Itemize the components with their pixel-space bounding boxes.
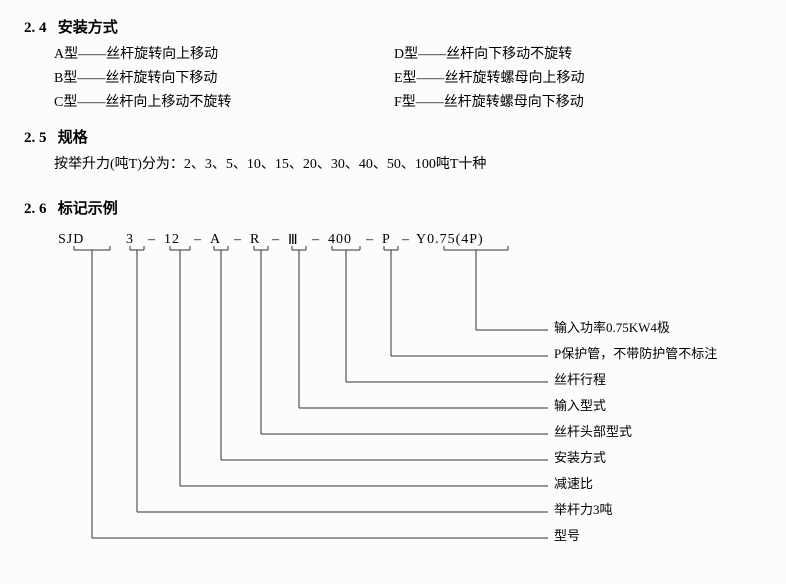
- code-s2: –: [148, 232, 156, 248]
- install-row-3: C型——丝杆向上移动不旋转 F型——丝杆旋转螺母向下移动: [24, 91, 762, 115]
- connector-lines: [54, 232, 774, 562]
- section-2-6: 2. 6 标记示例 SJD 3 – 12 – A – R – Ⅲ – 400 –…: [24, 197, 762, 562]
- section-num: 2. 4: [24, 20, 47, 36]
- code-s7: –: [366, 232, 374, 248]
- section-2-6-header: 2. 6 标记示例: [24, 197, 762, 218]
- install-e: E型——丝杆旋转螺母向上移动: [394, 67, 734, 91]
- label-5: 输入型式: [554, 395, 606, 414]
- label-2: 减速比: [554, 473, 593, 492]
- code-p1: 3: [126, 232, 134, 248]
- label-7: P保护管，不带防护管不标注: [554, 343, 717, 362]
- section-2-5-header: 2. 5 规格: [24, 126, 762, 147]
- code-p6: 400: [328, 232, 352, 248]
- code-p4: R: [250, 232, 260, 248]
- section-num: 2. 5: [24, 130, 47, 146]
- code-p7: P: [382, 232, 391, 248]
- code-p3: A: [210, 232, 221, 248]
- code-p2: 12: [164, 232, 180, 248]
- section-2-5: 2. 5 规格 按举升力(吨T)分为：2、3、5、10、15、20、30、40、…: [24, 126, 762, 173]
- install-row-1: A型——丝杆旋转向上移动 D型——丝杆向下移动不旋转: [24, 43, 762, 67]
- section-title: 规格: [58, 130, 88, 146]
- install-c: C型——丝杆向上移动不旋转: [54, 91, 394, 115]
- code-s4: –: [234, 232, 242, 248]
- section-title: 安装方式: [58, 20, 118, 36]
- section-title: 标记示例: [58, 201, 118, 217]
- code-p8: Y0.75(4P): [416, 232, 484, 248]
- label-1: 举杆力3吨: [554, 499, 613, 518]
- label-3: 安装方式: [554, 447, 606, 466]
- section-2-4-header: 2. 4 安装方式: [24, 16, 762, 37]
- label-0: 型号: [554, 525, 580, 544]
- code-s6: –: [312, 232, 320, 248]
- code-s8: –: [402, 232, 410, 248]
- install-d: D型——丝杆向下移动不旋转: [394, 43, 734, 67]
- install-f: F型——丝杆旋转螺母向下移动: [394, 91, 734, 115]
- spec-text: 按举升力(吨T)分为：2、3、5、10、15、20、30、40、50、100吨T…: [24, 153, 762, 173]
- code-p0: SJD: [58, 232, 84, 248]
- install-b: B型——丝杆旋转向下移动: [54, 67, 394, 91]
- code-p5: Ⅲ: [288, 232, 299, 249]
- label-4: 丝杆头部型式: [554, 421, 632, 440]
- install-row-2: B型——丝杆旋转向下移动 E型——丝杆旋转螺母向上移动: [24, 67, 762, 91]
- label-6: 丝杆行程: [554, 369, 606, 388]
- section-2-4: 2. 4 安装方式 A型——丝杆旋转向上移动 D型——丝杆向下移动不旋转 B型—…: [24, 16, 762, 114]
- code-s3: –: [194, 232, 202, 248]
- section-num: 2. 6: [24, 201, 47, 217]
- label-8: 输入功率0.75KW4极: [554, 317, 670, 336]
- marking-diagram: SJD 3 – 12 – A – R – Ⅲ – 400 – P – Y0.75…: [54, 232, 762, 562]
- install-a: A型——丝杆旋转向上移动: [54, 43, 394, 67]
- code-s5: –: [272, 232, 280, 248]
